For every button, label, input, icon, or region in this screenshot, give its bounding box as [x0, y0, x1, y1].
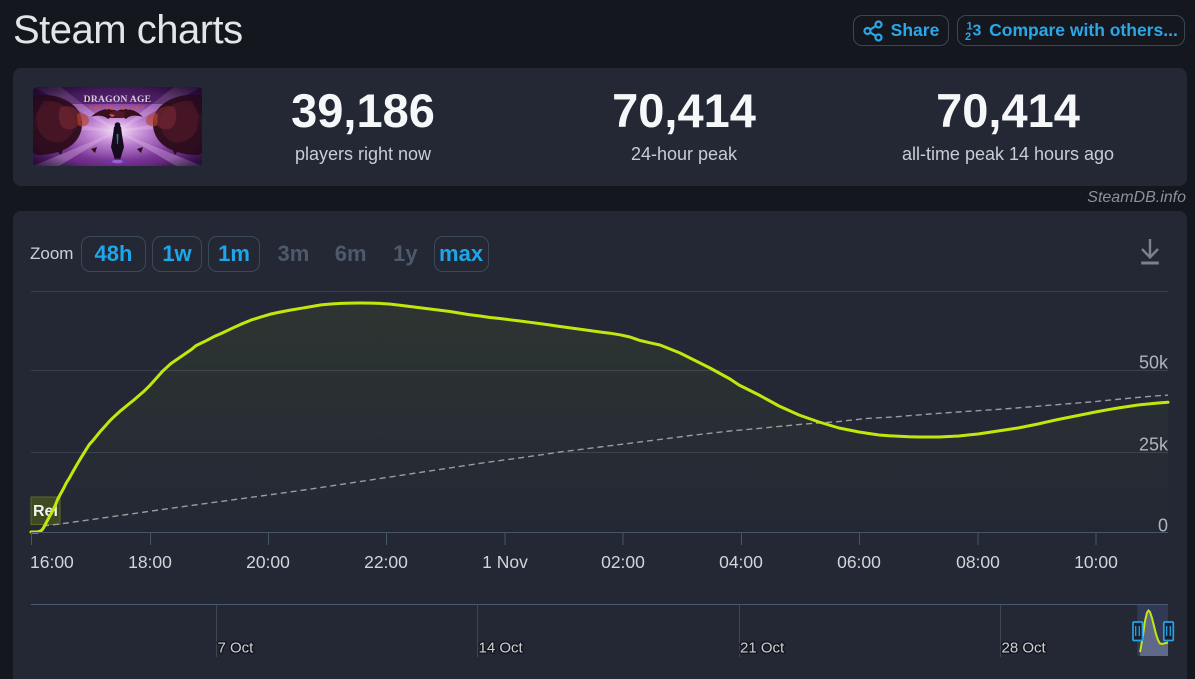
- svg-text:20:00: 20:00: [246, 552, 290, 572]
- svg-text:7 Oct: 7 Oct: [218, 640, 255, 657]
- svg-text:21 Oct: 21 Oct: [740, 640, 785, 657]
- svg-text:DRAGON AGE: DRAGON AGE: [84, 95, 152, 105]
- svg-text:06:00: 06:00: [837, 552, 881, 572]
- svg-text:2: 2: [965, 31, 971, 43]
- svg-text:04:00: 04:00: [719, 552, 763, 572]
- svg-text:3: 3: [973, 22, 982, 39]
- svg-text:1: 1: [967, 20, 973, 32]
- svg-text:10:00: 10:00: [1074, 552, 1118, 572]
- svg-text:25k: 25k: [1139, 435, 1169, 455]
- svg-text:14 Oct: 14 Oct: [479, 640, 524, 657]
- svg-text:08:00: 08:00: [956, 552, 1000, 572]
- svg-text:22:00: 22:00: [364, 552, 408, 572]
- svg-text:16:00: 16:00: [30, 552, 74, 572]
- svg-text:18:00: 18:00: [128, 552, 172, 572]
- svg-text:02:00: 02:00: [601, 552, 645, 572]
- svg-text:1 Nov: 1 Nov: [482, 552, 528, 572]
- svg-text:50k: 50k: [1139, 353, 1169, 373]
- svg-text:0: 0: [1158, 515, 1168, 535]
- svg-text:28 Oct: 28 Oct: [1002, 640, 1047, 657]
- svg-text:THE VEILGUARD: THE VEILGUARD: [89, 106, 145, 112]
